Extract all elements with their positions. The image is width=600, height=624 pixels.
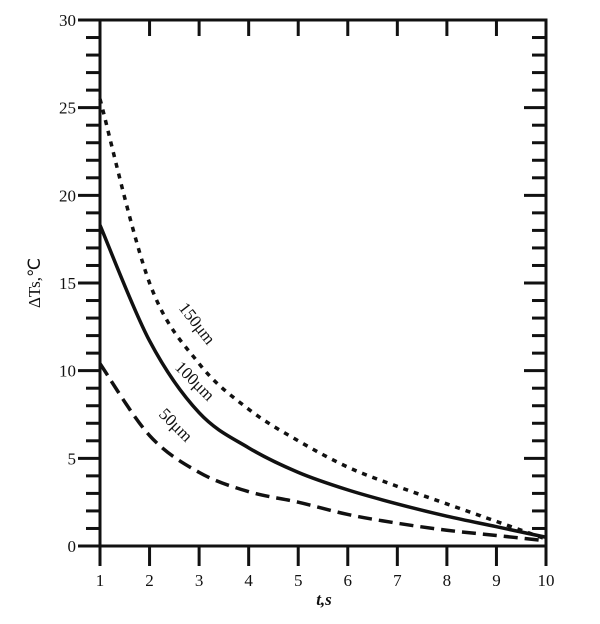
x-tick-label: 1 bbox=[96, 571, 105, 590]
x-tick-label: 6 bbox=[344, 571, 353, 590]
x-tick-label: 2 bbox=[145, 571, 154, 590]
x-tick-label: 10 bbox=[538, 571, 555, 590]
y-tick-label: 15 bbox=[59, 274, 76, 293]
series-line-0 bbox=[98, 98, 547, 541]
y-tick-label: 10 bbox=[59, 362, 76, 381]
series-label-50: 50μm bbox=[155, 404, 196, 445]
x-tick-label: 5 bbox=[294, 571, 303, 590]
plot-frame bbox=[98, 18, 548, 548]
tick-labels: 0 5 10 15 20 25 30 1 2 3 4 5 6 7 8 9 10 bbox=[59, 11, 555, 590]
x-axis-label: t,s bbox=[316, 590, 332, 609]
y-tick-label: 20 bbox=[59, 186, 76, 205]
series-line-2 bbox=[98, 362, 547, 543]
y-axis-label: ΔTs,℃ bbox=[25, 258, 44, 308]
x-tick-label: 8 bbox=[443, 571, 452, 590]
axes bbox=[78, 18, 548, 566]
x-tick-label: 4 bbox=[244, 571, 253, 590]
x-tick-label: 9 bbox=[492, 571, 501, 590]
y-tick-label: 5 bbox=[68, 449, 77, 468]
y-tick-label: 0 bbox=[68, 537, 77, 556]
series-line-1 bbox=[98, 224, 547, 539]
y-tick-label: 30 bbox=[59, 11, 76, 30]
series-label-100: 100μm bbox=[171, 357, 218, 404]
y-tick-label: 25 bbox=[59, 99, 76, 118]
x-tick-label: 3 bbox=[195, 571, 204, 590]
x-tick-label: 7 bbox=[393, 571, 402, 590]
series-lines bbox=[98, 98, 547, 543]
